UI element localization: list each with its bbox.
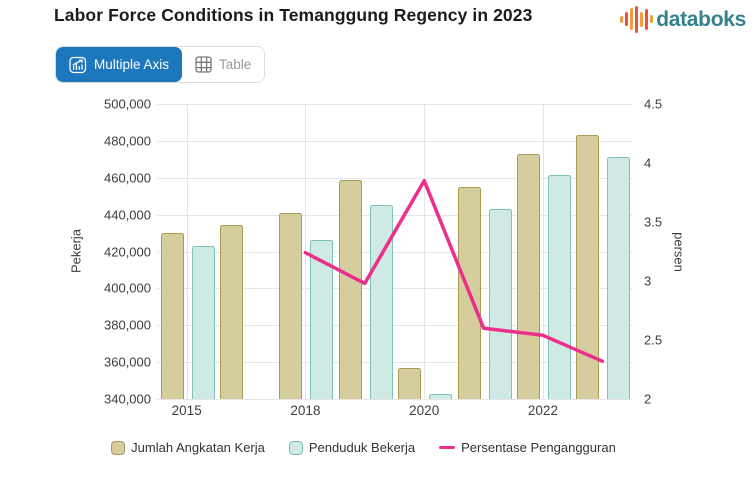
gridline-horizontal xyxy=(157,104,632,105)
gridline-vertical xyxy=(424,104,426,399)
bar-penduduk-bekerja-2020[interactable] xyxy=(429,394,453,399)
table-grid-icon xyxy=(195,56,212,73)
multi-axis-chart-icon xyxy=(69,56,87,74)
bar-penduduk-bekerja-2019[interactable] xyxy=(369,205,393,399)
bar-penduduk-bekerja-2023[interactable] xyxy=(607,156,631,399)
bar-penduduk-bekerja-2022[interactable] xyxy=(547,174,571,399)
bar-jumlah-angkatan-kerja-2015[interactable] xyxy=(160,233,184,399)
primary-y-axis-tick-label: 400,000 xyxy=(104,280,151,296)
secondary-y-axis-tick-label: 4 xyxy=(644,155,652,171)
gridline-vertical xyxy=(305,104,307,399)
table-button[interactable]: Table xyxy=(182,47,265,82)
page-title: Labor Force Conditions in Temanggung Reg… xyxy=(54,5,533,25)
primary-y-axis-tick-label: 340,000 xyxy=(104,391,151,407)
bar-jumlah-angkatan-kerja-2019[interactable] xyxy=(338,179,362,399)
secondary-y-axis-tick-label: 2.5 xyxy=(644,332,663,348)
primary-y-axis-tick-label: 360,000 xyxy=(104,354,151,370)
chart-legend: Jumlah Angkatan Kerja Penduduk Bekerja Per… xyxy=(0,440,753,455)
secondary-y-axis-tick-label: 3.5 xyxy=(644,214,663,230)
bar-jumlah-angkatan-kerja-2020[interactable] xyxy=(398,367,422,399)
secondary-y-axis-tick-label: 2 xyxy=(644,391,652,407)
equalizer-bars-icon xyxy=(620,5,654,33)
x-axis-tick-label: 2015 xyxy=(171,403,202,418)
primary-y-axis-tick-label: 480,000 xyxy=(104,133,151,149)
bar-penduduk-bekerja-2015[interactable] xyxy=(191,245,215,399)
bar-penduduk-bekerja-2021[interactable] xyxy=(488,209,512,399)
databoks-logo[interactable]: databoks xyxy=(620,5,746,33)
bar-penduduk-bekerja-2018[interactable] xyxy=(310,239,334,399)
bar-jumlah-angkatan-kerja-2018[interactable] xyxy=(279,212,303,399)
bar-jumlah-angkatan-kerja-2022[interactable] xyxy=(516,153,540,399)
multiple-axis-label: Multiple Axis xyxy=(94,56,170,72)
legend-bar-swatch xyxy=(111,440,126,455)
legend-label: Penduduk Bekerja xyxy=(308,440,416,455)
primary-y-axis-tick-label: 380,000 xyxy=(104,317,151,333)
x-axis-tick-label: 2020 xyxy=(409,403,440,418)
gridline-horizontal xyxy=(157,399,632,400)
view-toggle-group: Multiple Axis Table xyxy=(55,46,266,83)
bar-jumlah-angkatan-kerja-2017[interactable] xyxy=(220,224,244,399)
legend-item-persentase-pengangguran[interactable]: Persentase Pengangguran xyxy=(439,440,616,455)
table-label: Table xyxy=(219,56,252,72)
x-axis-tick-label: 2018 xyxy=(290,403,321,418)
legend-label: Persentase Pengangguran xyxy=(461,440,616,455)
brand-name: databoks xyxy=(656,7,746,31)
primary-y-axis-tick-label: 460,000 xyxy=(104,170,151,186)
secondary-y-axis-tick-label: 4.5 xyxy=(644,96,663,112)
gridline-vertical xyxy=(542,104,544,399)
legend-label: Jumlah Angkatan Kerja xyxy=(131,440,265,455)
secondary-y-axis-tick-label: 3 xyxy=(644,273,652,289)
x-axis-tick-label: 2022 xyxy=(527,403,558,418)
multiple-axis-button[interactable]: Multiple Axis xyxy=(56,47,183,82)
gridline-horizontal xyxy=(157,177,632,179)
legend-line-swatch xyxy=(439,445,456,450)
legend-item-penduduk-bekerja[interactable]: Penduduk Bekerja xyxy=(288,440,416,455)
gridline-vertical xyxy=(186,104,188,399)
primary-y-axis-tick-label: 420,000 xyxy=(104,244,151,259)
legend-item-jumlah-angkatan-kerja[interactable]: Jumlah Angkatan Kerja xyxy=(111,440,265,455)
legend-bar-swatch xyxy=(288,440,303,455)
primary-y-axis-tick-label: 500,000 xyxy=(104,96,151,112)
bar-jumlah-angkatan-kerja-2023[interactable] xyxy=(576,135,600,399)
gridline-horizontal xyxy=(157,140,632,142)
primary-y-axis-tick-label: 440,000 xyxy=(104,207,151,223)
bar-jumlah-angkatan-kerja-2021[interactable] xyxy=(457,186,481,399)
